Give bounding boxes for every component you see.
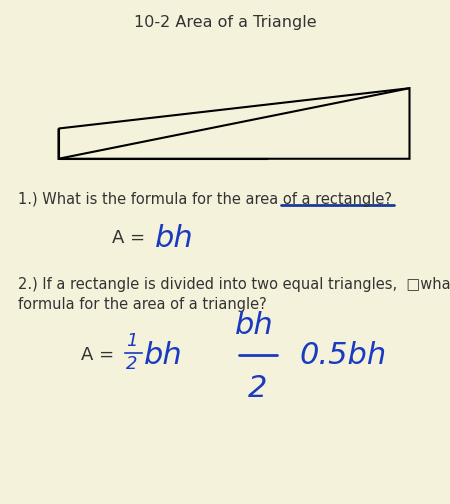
Text: 10-2 Area of a Triangle: 10-2 Area of a Triangle xyxy=(134,15,316,30)
Text: bh: bh xyxy=(155,224,194,253)
Text: 2: 2 xyxy=(126,355,138,373)
Text: 1: 1 xyxy=(126,332,138,350)
Text: 1.) What is the formula for the area of a rectangle?: 1.) What is the formula for the area of … xyxy=(18,192,392,207)
Text: bh: bh xyxy=(235,311,274,340)
Text: formula for the area of a triangle?: formula for the area of a triangle? xyxy=(18,297,267,312)
Text: 2: 2 xyxy=(248,374,267,403)
Text: 2.) If a rectangle is divided into two equal triangles,  □what is the: 2.) If a rectangle is divided into two e… xyxy=(18,277,450,292)
Text: bh: bh xyxy=(144,341,183,370)
Text: 0.5bh: 0.5bh xyxy=(299,341,387,370)
Text: A =: A = xyxy=(81,346,120,364)
Text: A =: A = xyxy=(112,229,151,247)
